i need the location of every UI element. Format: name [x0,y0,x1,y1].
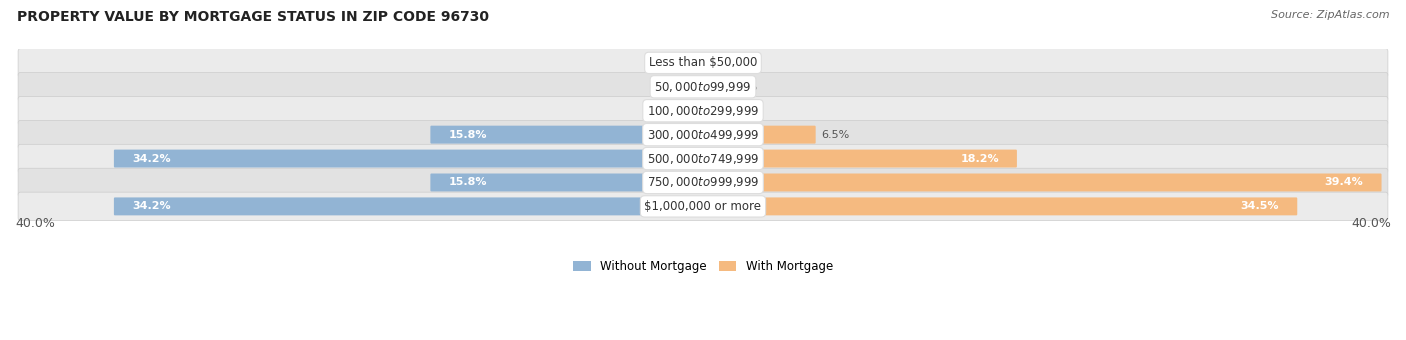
FancyBboxPatch shape [18,120,1388,149]
Legend: Without Mortgage, With Mortgage: Without Mortgage, With Mortgage [568,255,838,278]
Text: 0.0%: 0.0% [650,82,678,92]
Text: 15.8%: 15.8% [449,177,486,187]
Text: 34.2%: 34.2% [132,201,170,211]
FancyBboxPatch shape [702,198,1298,215]
FancyBboxPatch shape [18,168,1388,197]
Text: $100,000 to $299,999: $100,000 to $299,999 [647,104,759,118]
Text: 39.4%: 39.4% [1324,177,1364,187]
FancyBboxPatch shape [702,102,727,120]
Text: $1,000,000 or more: $1,000,000 or more [644,200,762,213]
Text: $500,000 to $749,999: $500,000 to $749,999 [647,152,759,166]
Text: 0.0%: 0.0% [650,58,678,68]
FancyBboxPatch shape [702,126,815,143]
Text: 0.0%: 0.0% [650,106,678,116]
FancyBboxPatch shape [702,150,1017,168]
FancyBboxPatch shape [18,97,1388,125]
Text: 40.0%: 40.0% [15,217,55,230]
Text: 18.2%: 18.2% [960,154,998,164]
Text: $50,000 to $99,999: $50,000 to $99,999 [654,80,752,94]
Text: 15.8%: 15.8% [449,130,486,140]
Text: PROPERTY VALUE BY MORTGAGE STATUS IN ZIP CODE 96730: PROPERTY VALUE BY MORTGAGE STATUS IN ZIP… [17,10,489,24]
FancyBboxPatch shape [430,126,704,143]
Text: 6.5%: 6.5% [821,130,851,140]
FancyBboxPatch shape [114,150,704,168]
FancyBboxPatch shape [18,192,1388,221]
Text: 0.0%: 0.0% [728,58,756,68]
Text: 34.2%: 34.2% [132,154,170,164]
Text: 1.3%: 1.3% [733,106,761,116]
Text: 34.5%: 34.5% [1240,201,1279,211]
FancyBboxPatch shape [18,144,1388,173]
Text: 0.0%: 0.0% [728,82,756,92]
FancyBboxPatch shape [18,72,1388,101]
Text: 40.0%: 40.0% [1351,217,1391,230]
FancyBboxPatch shape [114,198,704,215]
FancyBboxPatch shape [430,173,704,191]
FancyBboxPatch shape [18,49,1388,77]
Text: Less than $50,000: Less than $50,000 [648,56,758,69]
Text: Source: ZipAtlas.com: Source: ZipAtlas.com [1271,10,1389,20]
Text: $750,000 to $999,999: $750,000 to $999,999 [647,175,759,189]
Text: $300,000 to $499,999: $300,000 to $499,999 [647,128,759,142]
FancyBboxPatch shape [702,173,1382,191]
